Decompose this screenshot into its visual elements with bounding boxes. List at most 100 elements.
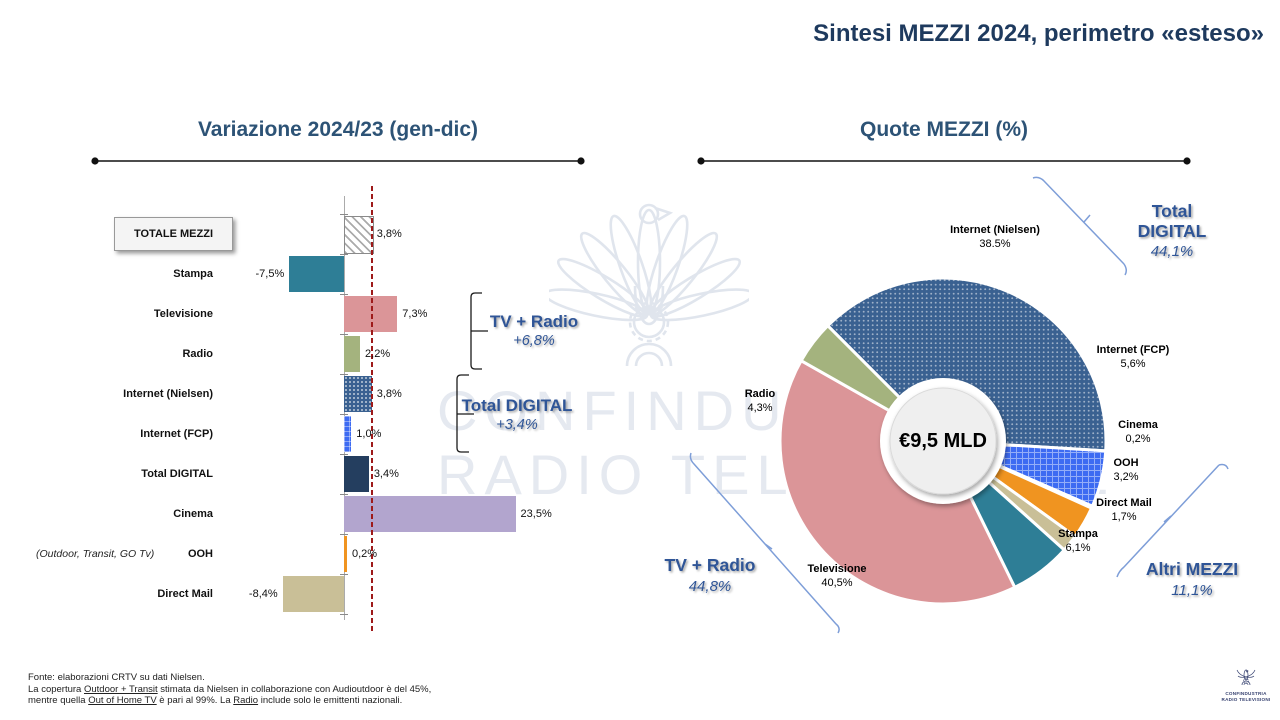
pie-segment-value: 5,6% xyxy=(1120,357,1146,370)
bar-value-label: 3,4% xyxy=(373,468,399,480)
footer-line: mentre quella Out of Home TV è pari al 9… xyxy=(28,695,431,707)
donut-center-disc xyxy=(889,387,997,495)
bar xyxy=(344,216,374,254)
pie-callout-label: Total xyxy=(1151,201,1193,221)
bar xyxy=(344,496,516,532)
pie-callout-label: Altri MEZZI xyxy=(1145,559,1239,579)
watermark-eagle-icon xyxy=(549,203,749,367)
bar-category-label: Radio xyxy=(182,348,213,360)
right-title-rule xyxy=(697,157,1191,165)
footer-text: mentre quella xyxy=(28,695,89,707)
bar-value-label: 0,2% xyxy=(352,548,378,560)
bar-category-label: Internet (FCP) xyxy=(140,428,213,440)
logo-eagle-icon xyxy=(1236,669,1256,686)
left-title-rule xyxy=(91,157,585,165)
footer-line: La copertura Outdoor + Transit stimata d… xyxy=(28,684,431,696)
bar-value-label: 3,8% xyxy=(376,388,402,400)
bar-annotation: TV + Radio +6,8% xyxy=(454,312,614,351)
bar-category-label: Direct Mail xyxy=(157,588,213,600)
pie-callout: Total DIGITAL 44,1% xyxy=(1112,201,1232,262)
pie-segment-name: Radio xyxy=(744,388,776,400)
axis-tick xyxy=(340,574,348,575)
bar-annotation-label: TV + Radio xyxy=(489,312,579,331)
axis-tick xyxy=(340,494,348,495)
axis-tick xyxy=(340,214,348,215)
footer-underlined-term: Out of Home TV xyxy=(88,695,157,707)
bar-value-label: -7,5% xyxy=(255,268,285,280)
pie-segment xyxy=(826,276,1108,453)
pie-segment-label: Radio 4,3% xyxy=(695,388,825,415)
pie-callout-label: DIGITAL xyxy=(1137,220,1207,241)
donut-center-value: €9,5 MLD xyxy=(899,430,987,452)
pie-segment-value: 1,7% xyxy=(1111,510,1137,523)
bar-annotation-label: Total DIGITAL xyxy=(461,396,573,415)
footer-text: stimata da Nielsen in collaborazione con… xyxy=(157,683,432,695)
right-chart-title: Quote MEZZI (%) xyxy=(860,118,1028,141)
footer-text: è pari al 99%. La xyxy=(156,695,234,707)
pie-callout: Altri MEZZI 11,1% xyxy=(1122,559,1262,601)
pie-segment-value: 4,3% xyxy=(747,401,773,414)
logo-line2: RADIO TELEVISIONI xyxy=(1221,696,1271,702)
bar-category-label: Cinema xyxy=(173,508,213,520)
bar xyxy=(344,336,361,372)
bar xyxy=(344,296,398,332)
bar-annotation-value: +6,8% xyxy=(513,333,555,349)
pie-segment-label: Cinema 0,2% xyxy=(1073,419,1203,446)
axis-tick xyxy=(340,534,348,535)
bar-category-label: Total DIGITAL xyxy=(141,468,213,480)
page-title: Sintesi MEZZI 2024, perimetro «esteso» xyxy=(813,20,1264,47)
bar-side-note: (Outdoor, Transit, GO Tv) xyxy=(36,548,155,560)
bar xyxy=(282,576,344,612)
bar-category-label: Televisione xyxy=(153,308,213,320)
axis-tick xyxy=(340,334,348,335)
pie-segment-name: Internet (FCP) xyxy=(1096,344,1170,356)
pie-segment-label: Televisione 40,5% xyxy=(772,563,902,590)
bar-category-label: Internet (Nielsen) xyxy=(123,388,213,400)
footer-text: La copertura xyxy=(28,683,84,695)
pie-segment-value: 3,2% xyxy=(1113,470,1139,483)
pie-callout-value: 44,1% xyxy=(1150,243,1194,260)
pie-segment-name: Televisione xyxy=(807,563,867,575)
bar-category-label: OOH xyxy=(187,548,213,560)
pie-callout-label: TV + Radio xyxy=(664,555,756,575)
footer-underlined-term: Outdoor + Transit xyxy=(83,683,158,695)
bar xyxy=(344,456,369,492)
bar xyxy=(344,416,352,452)
pie-segment-name: Cinema xyxy=(1118,419,1158,431)
footer-line: Fonte: elaborazioni CRTV su dati Nielsen… xyxy=(28,672,431,684)
pie-segment-label: Internet (FCP) 5,6% xyxy=(1068,344,1198,371)
bar xyxy=(289,256,344,292)
logo: CONFINDUSTRIA RADIO TELEVISIONI xyxy=(1214,668,1278,702)
pie-callout-value: 44,8% xyxy=(688,577,732,595)
pie-segment-name: Internet (Nielsen) xyxy=(950,224,1040,236)
bar-category-box: TOTALE MEZZI xyxy=(114,217,233,251)
axis-tick xyxy=(340,614,348,615)
footer: Fonte: elaborazioni CRTV su dati Nielsen… xyxy=(28,672,431,707)
axis-tick xyxy=(340,414,348,415)
bar-value-label: 1,0% xyxy=(356,428,382,440)
bar-value-label: 23,5% xyxy=(520,508,552,520)
pie-segment-value: 6,1% xyxy=(1065,541,1091,554)
bar xyxy=(344,376,372,412)
bar-value-label: 7,3% xyxy=(402,308,428,320)
pie-segment-label: OOH 3,2% xyxy=(1061,457,1191,484)
bar xyxy=(344,536,347,572)
axis-tick xyxy=(340,374,348,375)
pie-callout-value: 11,1% xyxy=(1171,581,1213,599)
left-chart-title: Variazione 2024/23 (gen-dic) xyxy=(197,118,479,141)
axis-tick xyxy=(340,254,348,255)
axis-tick xyxy=(340,454,348,455)
pie-segment-name: Direct Mail xyxy=(1096,497,1152,509)
pie-segment-label: Stampa 6,1% xyxy=(1013,528,1143,555)
pie-segment-name: OOH xyxy=(1113,457,1139,469)
reference-dashed-line xyxy=(371,186,373,634)
pie-segment-label: Internet (Nielsen) 38.5% xyxy=(930,224,1060,251)
pie-segment-label: Direct Mail 1,7% xyxy=(1059,497,1189,524)
bar-category-label: Stampa xyxy=(173,268,213,280)
bar-value-label: 3,8% xyxy=(376,228,402,240)
footer-text: Fonte: elaborazioni CRTV su dati Nielsen… xyxy=(28,672,205,683)
pie-segment-name: Stampa xyxy=(1058,528,1098,540)
footer-text: include solo le emittenti nazionali. xyxy=(258,695,403,707)
pie-segment-value: 40,5% xyxy=(821,576,853,589)
